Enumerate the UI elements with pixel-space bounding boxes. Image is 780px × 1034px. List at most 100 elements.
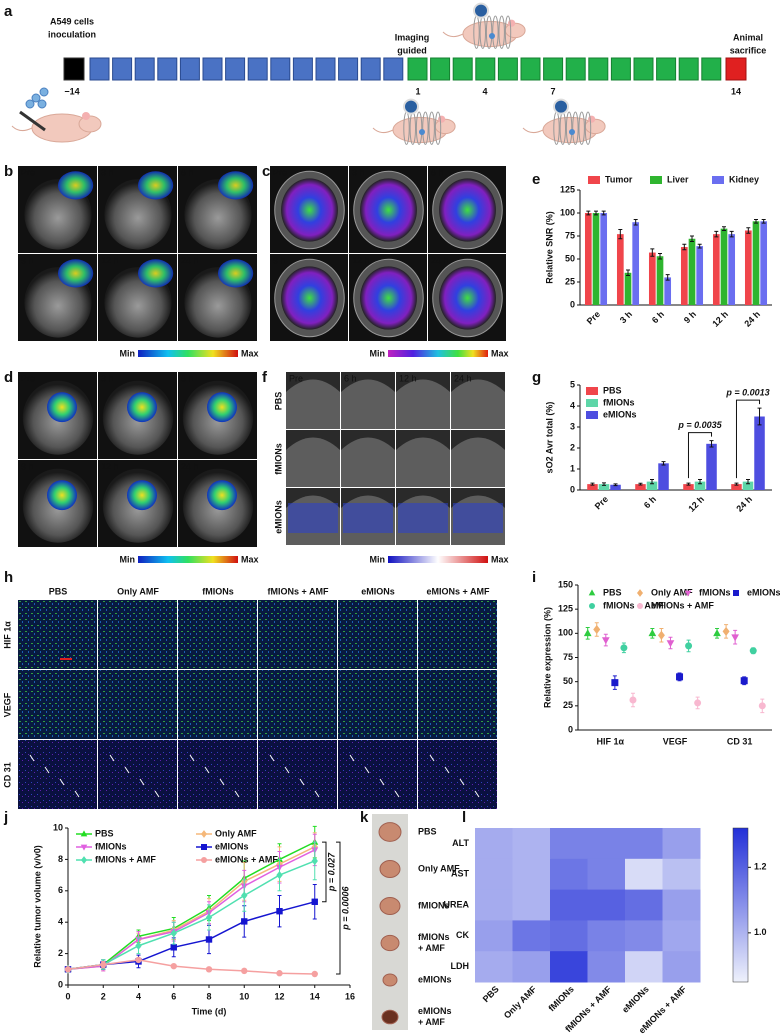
tissue — [451, 437, 505, 487]
panel-letter: c — [262, 163, 270, 180]
row-label: AST — [451, 869, 470, 879]
legend-swatch — [586, 411, 598, 419]
time-label: 12 h — [101, 461, 119, 471]
y-tick-label: 1 — [570, 463, 575, 473]
point — [170, 929, 177, 938]
arrow — [44, 766, 50, 774]
point — [135, 941, 142, 950]
legend-label: PBS — [95, 828, 114, 838]
image-cell — [178, 600, 257, 669]
tumor-label: Only AMF — [418, 863, 460, 873]
x-tick-label: 3 h — [618, 309, 634, 325]
column-label: fMIONs + AMF — [268, 586, 329, 596]
error-bar — [714, 230, 719, 238]
heatmap-cell — [587, 920, 626, 952]
x-tick-label: 12 h — [710, 309, 730, 329]
y-tick-label: 100 — [558, 628, 573, 638]
tissue — [451, 379, 505, 429]
mouse-tail — [442, 31, 464, 38]
x-tick-label: 14 — [310, 991, 320, 1001]
timeline-box — [157, 57, 178, 81]
y-tick-label: 125 — [558, 604, 573, 614]
image-cell — [98, 670, 177, 739]
signal — [47, 392, 77, 423]
point — [170, 944, 177, 951]
bar — [694, 481, 706, 490]
error-bar — [690, 235, 694, 243]
point — [241, 967, 248, 975]
heatmap-cell — [662, 889, 701, 921]
heatmap-cell — [625, 920, 663, 952]
bar — [600, 213, 608, 305]
bar — [744, 230, 752, 305]
point — [648, 629, 657, 637]
panel-letter: e — [532, 171, 540, 188]
x-tick-label: 2 — [101, 991, 106, 1001]
y-axis-label: Relative expression (%) — [542, 607, 552, 708]
error-bar — [661, 461, 666, 466]
tumor-dot — [419, 129, 425, 135]
coil — [578, 111, 585, 145]
heatmap-cell — [550, 889, 588, 921]
legend-label: Tumor — [605, 174, 633, 184]
legend-label: fMIONs + AMF — [603, 600, 664, 610]
error-bar — [665, 274, 670, 281]
signal — [343, 503, 393, 533]
tissue — [286, 437, 340, 487]
timeline-box — [179, 57, 200, 81]
row-label: PBS — [273, 392, 283, 411]
x-tick-label: 24 h — [734, 494, 754, 514]
panel-letter: d — [4, 369, 13, 386]
arrow — [124, 766, 130, 774]
day-label: −14 — [64, 86, 79, 96]
y-tick-label: 150 — [558, 579, 573, 589]
heatmap-cell — [512, 858, 551, 891]
error-bar — [626, 269, 630, 277]
arrow — [379, 778, 385, 786]
arrow — [284, 766, 290, 774]
colorbar — [138, 350, 238, 357]
x-tick-label: 6 — [171, 991, 176, 1001]
bar — [712, 234, 720, 305]
tissue — [396, 379, 450, 429]
timeline-box — [292, 57, 313, 81]
legend-marker — [637, 589, 643, 597]
annotation: p = 0.0006 — [340, 885, 350, 930]
time-label: Pre — [289, 373, 303, 383]
tumor — [378, 822, 402, 842]
point — [593, 624, 601, 635]
error-bar — [594, 210, 598, 216]
tumor — [379, 860, 401, 878]
error-bar — [613, 483, 618, 487]
mouse-tail — [372, 127, 394, 134]
timeline-box — [89, 57, 110, 81]
mouse-tail — [522, 127, 544, 134]
signal — [288, 503, 338, 533]
timeline-box — [247, 57, 268, 81]
arrow — [299, 778, 305, 786]
error-bar — [709, 440, 714, 448]
panel-letter: h — [4, 569, 13, 586]
colorbar — [388, 556, 488, 563]
heatmap-cell — [550, 920, 588, 952]
point — [685, 642, 693, 650]
x-tick-label: CD 31 — [727, 736, 753, 746]
tumor — [381, 1009, 399, 1025]
tumor-label: fMIONs — [418, 932, 450, 942]
time-label: Pre — [21, 373, 35, 383]
point — [666, 640, 675, 648]
error-bar — [586, 210, 591, 216]
timeline-box — [725, 57, 747, 81]
timeline-box — [520, 57, 541, 81]
arrow — [364, 766, 370, 774]
point — [64, 966, 72, 973]
point — [749, 647, 757, 655]
tumor — [380, 934, 400, 952]
heatmap-cell — [512, 828, 551, 860]
mouse-tail — [11, 125, 33, 132]
legend-marker — [201, 844, 207, 850]
arrow — [474, 790, 480, 798]
error-bar — [757, 407, 762, 426]
x-tick-label: 0 — [65, 991, 70, 1001]
